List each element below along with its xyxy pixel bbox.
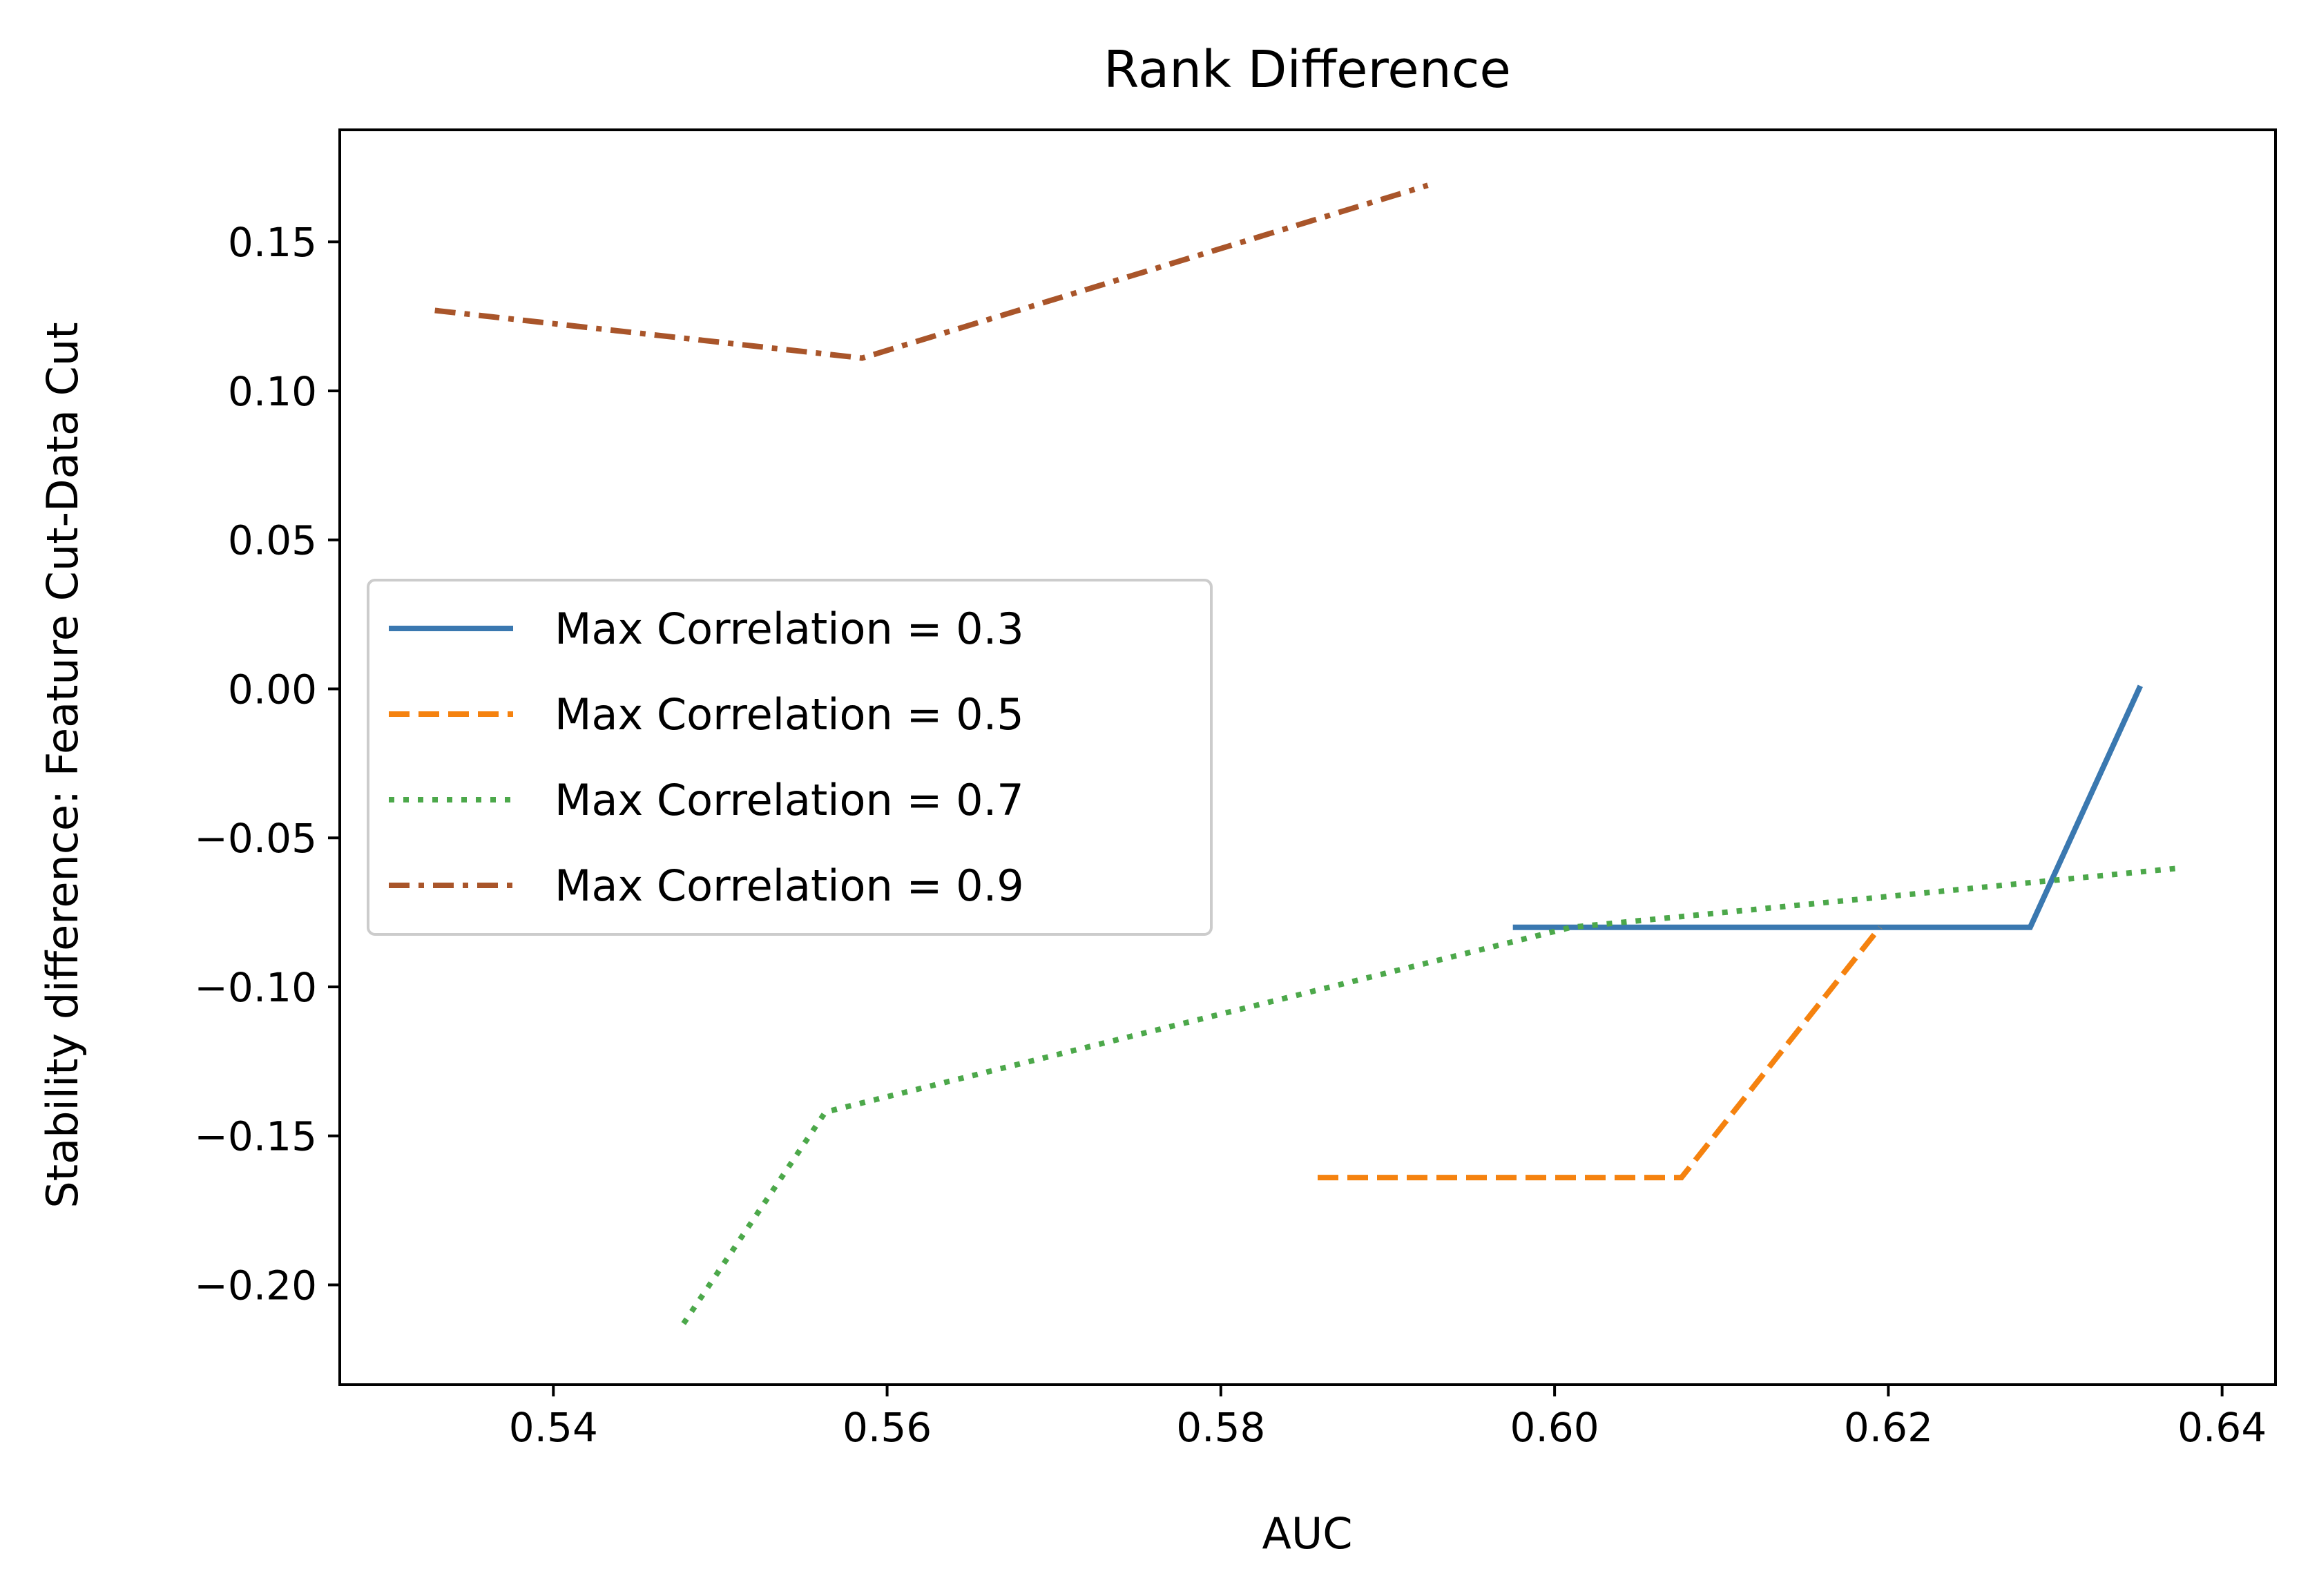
legend-box <box>367 579 1213 936</box>
plot-area: 0.54 0.56 0.58 0.60 0.62 0.64 0.15 0.10 0.05 0.00… <box>194 128 2277 1451</box>
x-tick-label: 0.62 <box>1844 1404 1933 1451</box>
y-tick-label: −0.10 <box>194 964 317 1011</box>
series-line-1 <box>1512 684 2143 930</box>
y-tick-label: 0.10 <box>228 368 317 415</box>
y-tick-label: −0.15 <box>194 1113 317 1160</box>
y-tick-label: 0.15 <box>228 219 317 266</box>
x-tick-label: 0.54 <box>509 1404 598 1451</box>
legend: Max Correlation = 0.3 Max Correlation = 0… <box>367 579 1213 936</box>
x-tick-label: 0.60 <box>1510 1404 1599 1451</box>
x-axis-title: AUC <box>1262 1508 1352 1559</box>
x-tick-label: 0.64 <box>2177 1404 2267 1451</box>
y-tick-label: 0.00 <box>228 666 317 713</box>
series-line-3 <box>681 865 2184 1325</box>
y-tick-label: 0.05 <box>228 517 317 564</box>
series-line-2 <box>1318 925 1883 1181</box>
legend-label-2: Max Correlation = 0.5 <box>555 689 1024 740</box>
legend-label-4: Max Correlation = 0.9 <box>555 861 1024 911</box>
x-tick-label: 0.58 <box>1176 1404 1265 1451</box>
legend-label-3: Max Correlation = 0.7 <box>555 775 1024 825</box>
y-tick-label: −0.05 <box>194 815 317 862</box>
chart-title: Rank Difference <box>1104 40 1511 99</box>
x-tick-label: 0.56 <box>843 1404 932 1451</box>
series-line-4 <box>434 182 1429 361</box>
axes-frame <box>338 128 2277 1386</box>
y-axis-title: Stability difference: Feature Cut-Data C… <box>37 322 88 1208</box>
y-tick-label: −0.20 <box>194 1262 317 1309</box>
legend-label-1: Max Correlation = 0.3 <box>555 604 1024 654</box>
